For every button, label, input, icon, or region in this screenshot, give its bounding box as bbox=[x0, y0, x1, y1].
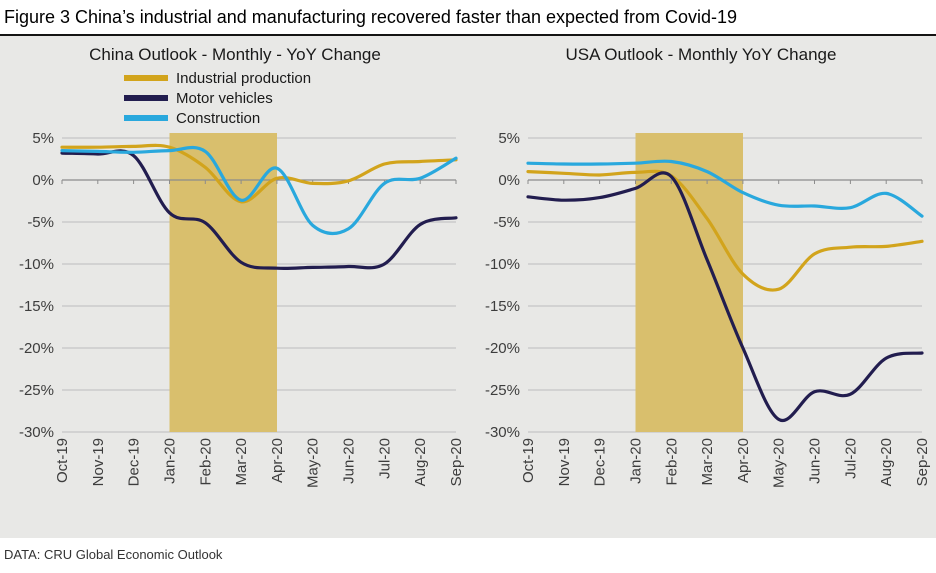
china-chart-title: China Outlook - Monthly - YoY Change bbox=[89, 45, 381, 64]
x-tick-label: Apr-20 bbox=[269, 438, 286, 483]
legend-item-motor-vehicles: Motor vehicles bbox=[124, 88, 468, 108]
y-tick-label: 0% bbox=[32, 172, 54, 189]
x-tick-label: Sep-20 bbox=[448, 438, 464, 486]
line-industrial-production bbox=[60, 143, 458, 204]
x-tick-label: May-20 bbox=[305, 438, 322, 488]
usa-chart-title: USA Outlook - Monthly YoY Change bbox=[565, 45, 837, 64]
legend: Industrial production Motor vehicles Con… bbox=[2, 68, 468, 130]
legend-spacer bbox=[468, 68, 934, 130]
legend-swatch-construction-icon bbox=[124, 115, 168, 121]
y-tick-label: -20% bbox=[485, 340, 520, 357]
china-outlook-svg: 5% 0% -5% -10% -15% -20% -25% -30%Oct-19 Nov-19 D… bbox=[19, 130, 465, 488]
x-tick-label: Jan-20 bbox=[628, 438, 645, 484]
x-tick-label: Mar-20 bbox=[699, 438, 716, 486]
x-tick-label: Aug-20 bbox=[878, 438, 895, 486]
y-tick-label: -10% bbox=[485, 256, 520, 273]
usa-chart-block: USA Outlook - Monthly YoY Change 5% 0% -5%… bbox=[468, 36, 934, 538]
line-motor-vehicles bbox=[526, 171, 924, 423]
legend-swatch-motor-vehicles-icon bbox=[124, 95, 168, 101]
legend-label-construction: Construction bbox=[176, 109, 261, 127]
line-industrial-production bbox=[526, 169, 924, 292]
x-tick-label: Nov-19 bbox=[556, 438, 573, 486]
y-tick-label: -15% bbox=[19, 298, 54, 315]
charts-panel: China Outlook - Monthly - YoY Change Ind… bbox=[0, 36, 936, 538]
line-construction bbox=[60, 145, 458, 236]
usa-chart: 5% 0% -5% -10% -15% -20% -25% -30% Oct-19 Nov-19 D… bbox=[468, 130, 934, 520]
legend-item-construction: Construction bbox=[124, 108, 468, 128]
x-tick-label: Oct-19 bbox=[520, 438, 537, 483]
y-tick-label: -15% bbox=[485, 298, 520, 315]
x-tick-label: Nov-19 bbox=[90, 438, 107, 486]
x-tick-label: Mar-20 bbox=[233, 438, 250, 486]
figure-title: Figure 3 China’s industrial and manufact… bbox=[0, 0, 936, 36]
y-tick-label: -30% bbox=[19, 424, 54, 441]
china-chart-block: China Outlook - Monthly - YoY Change Ind… bbox=[2, 36, 468, 538]
x-tick-label: Jul-20 bbox=[376, 438, 393, 479]
x-tick-label: Dec-19 bbox=[592, 438, 609, 486]
x-tick-label: Jan-20 bbox=[162, 438, 179, 484]
y-tick-label: -25% bbox=[485, 382, 520, 399]
x-tick-label: Aug-20 bbox=[412, 438, 429, 486]
y-tick-label: -30% bbox=[485, 424, 520, 441]
usa-outlook-svg: 5% 0% -5% -10% -15% -20% -25% -30%Oct-19 Nov-19 D… bbox=[485, 130, 931, 488]
x-tick-label: Feb-20 bbox=[197, 438, 214, 486]
x-tick-label: Jun-20 bbox=[341, 438, 358, 484]
y-tick-label: 0% bbox=[498, 172, 520, 189]
y-tick-label: -20% bbox=[19, 340, 54, 357]
line-construction bbox=[526, 159, 924, 218]
line-motor-vehicles bbox=[60, 149, 458, 271]
legend-label-motor-vehicles: Motor vehicles bbox=[176, 89, 273, 107]
y-tick-label: -5% bbox=[27, 214, 54, 231]
legend-swatch-industrial-production-icon bbox=[124, 75, 168, 81]
x-tick-label: Feb-20 bbox=[663, 438, 680, 486]
y-tick-label: 5% bbox=[32, 130, 54, 147]
x-tick-label: Oct-19 bbox=[54, 438, 71, 483]
x-tick-label: Jun-20 bbox=[807, 438, 824, 484]
y-tick-label: -25% bbox=[19, 382, 54, 399]
x-tick-label: Dec-19 bbox=[126, 438, 143, 486]
legend-label-industrial-production: Industrial production bbox=[176, 69, 312, 87]
x-tick-label: Jul-20 bbox=[842, 438, 859, 479]
legend-item-industrial-production: Industrial production bbox=[124, 68, 468, 88]
y-tick-label: 5% bbox=[498, 130, 520, 147]
y-tick-label: -5% bbox=[493, 214, 520, 231]
x-tick-label: May-20 bbox=[771, 438, 788, 488]
x-tick-label: Sep-20 bbox=[914, 438, 930, 486]
x-tick-label: Apr-20 bbox=[735, 438, 752, 483]
china-chart: 5% 0% -5% -10% -15% -20% -25% -30% Oct-19 Nov-19 D… bbox=[2, 130, 468, 520]
data-source-note: DATA: CRU Global Economic Outlook bbox=[0, 538, 936, 562]
y-tick-label: -10% bbox=[19, 256, 54, 273]
